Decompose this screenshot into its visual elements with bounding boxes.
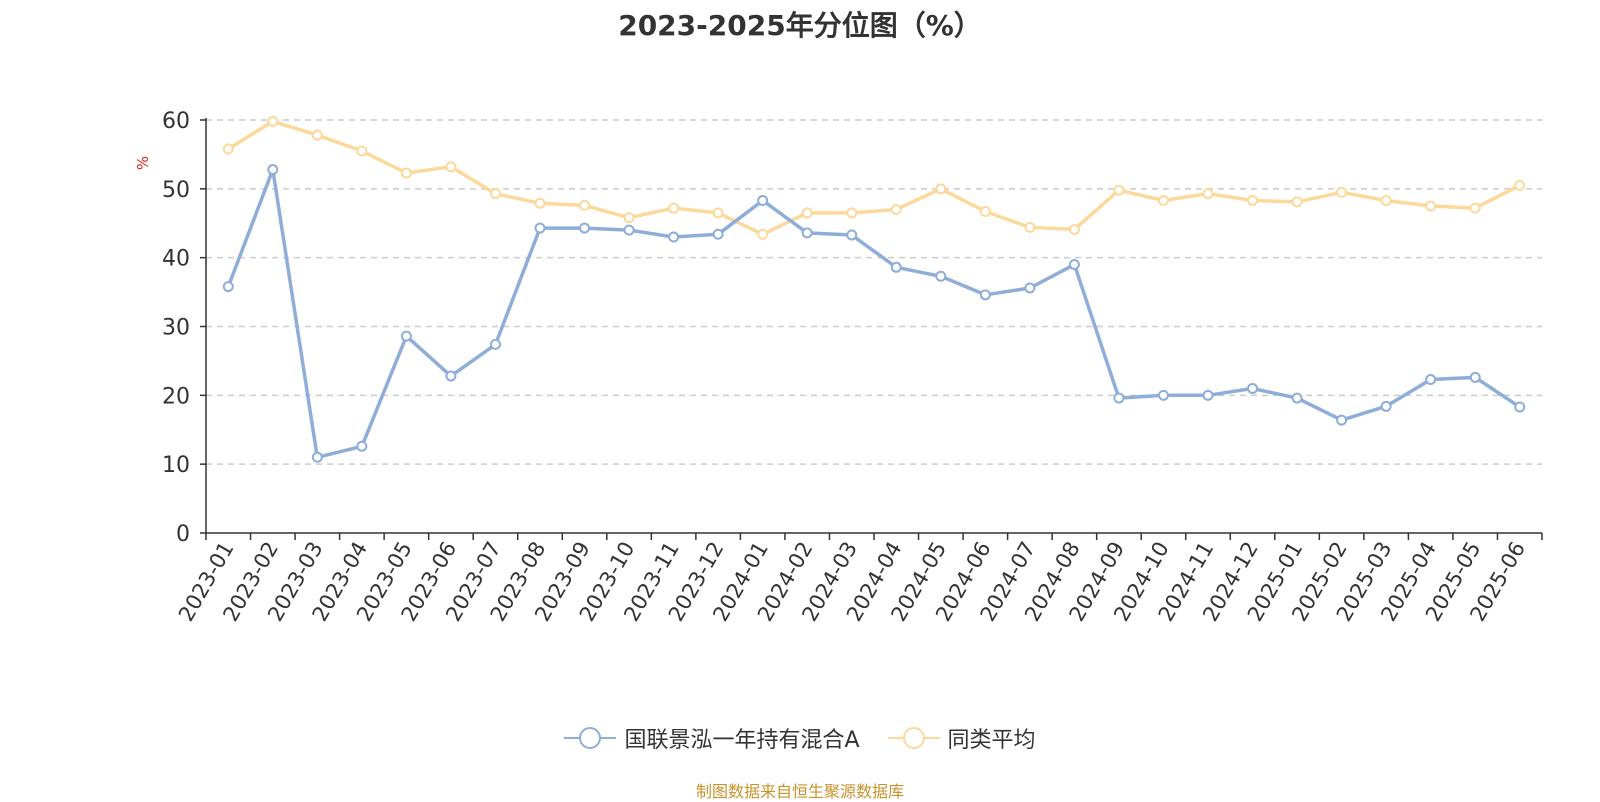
legend-label: 同类平均	[947, 728, 1036, 753]
data-point	[534, 222, 546, 234]
y-tick-label: 60	[162, 109, 190, 134]
data-point	[846, 207, 858, 219]
series-line-2	[227, 119, 1521, 237]
data-point	[489, 188, 501, 200]
data-point	[1380, 400, 1392, 412]
y-tick-labels: 0 10 20 30 40 50 60	[162, 109, 190, 547]
data-point	[1068, 259, 1080, 271]
data-point	[267, 115, 279, 127]
data-point	[1425, 200, 1437, 212]
data-point	[222, 281, 234, 293]
data-point	[1469, 202, 1481, 214]
y-tick-label: 10	[162, 453, 190, 478]
series-line-1	[226, 167, 1521, 460]
data-point	[935, 270, 947, 282]
data-point	[890, 203, 902, 215]
data-point	[1514, 179, 1526, 191]
legend-marker-icon	[564, 726, 617, 750]
data-point	[935, 183, 947, 195]
chart-title: 2023-2025年分位图（%）	[618, 9, 982, 42]
data-point	[400, 167, 412, 179]
x-tick-labels: 2023-012023-022023-032023-042023-052023-…	[174, 537, 1530, 625]
data-point	[757, 228, 769, 240]
data-point	[311, 451, 323, 463]
data-point	[1291, 392, 1303, 404]
data-point	[668, 231, 680, 243]
data-point	[400, 330, 412, 342]
data-point	[801, 227, 813, 239]
y-tick-label: 50	[162, 178, 190, 203]
data-point	[579, 222, 591, 234]
data-point	[356, 440, 368, 452]
source-note: 制图数据来自恒生聚源数据库	[695, 782, 904, 801]
data-point	[1202, 389, 1214, 401]
data-point	[757, 195, 769, 207]
series-lines	[222, 115, 1526, 463]
legend-marker-icon	[887, 726, 940, 750]
data-point	[356, 145, 368, 157]
data-point	[579, 199, 591, 211]
legend-item-2[interactable]: 同类平均	[887, 722, 1036, 754]
data-point	[1024, 282, 1036, 294]
legend: 国联景泓一年持有混合A 同类平均	[0, 722, 1600, 754]
data-point	[445, 370, 457, 382]
data-point	[623, 224, 635, 236]
data-point	[1336, 414, 1348, 426]
data-point	[1202, 188, 1214, 200]
data-point	[712, 207, 724, 219]
data-point	[668, 202, 680, 214]
data-point	[1157, 389, 1169, 401]
data-point	[1469, 371, 1481, 383]
data-point	[1514, 401, 1526, 413]
data-point	[1247, 382, 1259, 394]
grid-lines	[206, 119, 1542, 465]
data-point	[1068, 223, 1080, 235]
data-point	[534, 197, 546, 209]
data-point	[712, 228, 724, 240]
data-point	[979, 206, 991, 218]
data-point	[1113, 392, 1125, 404]
data-point	[1157, 195, 1169, 207]
y-tick-label: 20	[162, 384, 190, 409]
axes	[200, 118, 1543, 540]
data-point	[801, 207, 813, 219]
y-tick-label: 0	[176, 522, 190, 547]
data-point	[623, 212, 635, 224]
data-point	[1380, 195, 1392, 207]
data-point	[267, 164, 279, 176]
data-point	[222, 143, 234, 155]
y-tick-label: 40	[162, 247, 190, 272]
data-point	[1425, 374, 1437, 386]
data-point	[846, 229, 858, 241]
legend-item-1[interactable]: 国联景泓一年持有混合A	[564, 722, 860, 754]
data-point	[489, 338, 501, 350]
data-point	[311, 129, 323, 141]
data-point	[979, 289, 991, 301]
data-point	[1291, 196, 1303, 208]
data-point	[1247, 195, 1259, 207]
data-point	[890, 261, 902, 273]
y-tick-label: 30	[162, 316, 190, 341]
data-point	[1336, 186, 1348, 198]
legend-label: 国联景泓一年持有混合A	[624, 728, 860, 753]
data-point	[445, 161, 457, 173]
data-point	[1024, 221, 1036, 233]
data-point	[1113, 184, 1125, 196]
y-axis-unit-label: %	[134, 156, 152, 170]
